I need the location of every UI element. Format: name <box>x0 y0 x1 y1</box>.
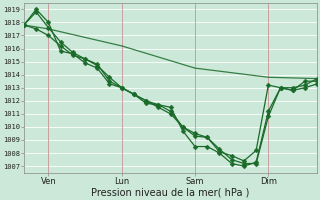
X-axis label: Pression niveau de la mer( hPa ): Pression niveau de la mer( hPa ) <box>92 187 250 197</box>
